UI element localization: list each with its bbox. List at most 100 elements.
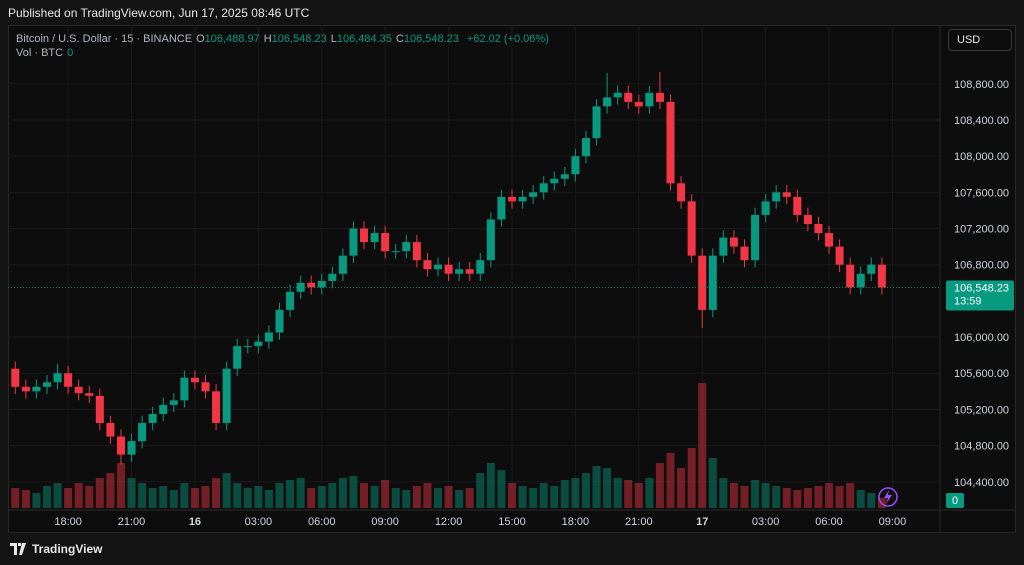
candle-body: [560, 174, 569, 179]
candle-body: [159, 404, 168, 414]
volume-bar: [148, 488, 157, 508]
volume-bar: [645, 478, 654, 508]
candle-body: [402, 242, 411, 252]
candle-body: [64, 373, 73, 387]
volume-bar: [719, 478, 728, 508]
candle-body: [761, 201, 770, 215]
candle-body: [212, 391, 221, 423]
y-tick-label: 106,800.00: [954, 260, 1009, 272]
volume-bar: [539, 483, 548, 508]
volume-bar: [328, 483, 337, 508]
alert-icon[interactable]: [878, 487, 898, 507]
x-tick-label: 03:00: [245, 516, 273, 528]
candle-body: [666, 101, 675, 184]
candle-body: [264, 332, 273, 342]
volume-bar: [42, 486, 52, 508]
candle-body: [497, 196, 506, 220]
candle-body: [349, 228, 358, 256]
footer: TradingView: [10, 542, 102, 556]
volume-bar: [867, 493, 876, 508]
volume-bar: [560, 480, 569, 508]
volume-bar: [201, 486, 210, 508]
volume-bar: [169, 490, 178, 508]
volume-bar: [687, 448, 696, 508]
candle-body: [360, 228, 369, 243]
volume-value: 0: [67, 47, 74, 59]
candle-body: [127, 441, 136, 455]
volume-bar: [465, 488, 474, 508]
volume-bar: [53, 483, 62, 508]
candle-body: [180, 377, 189, 401]
volume-bar: [708, 458, 717, 508]
candle-body: [328, 273, 337, 281]
candle-body: [42, 382, 52, 387]
x-tick-label: 21:00: [118, 516, 146, 528]
volume-bar: [254, 486, 263, 508]
candle-body: [116, 436, 125, 455]
candle-body: [95, 395, 104, 423]
candle-body: [317, 280, 326, 288]
candle-body: [751, 214, 760, 261]
candle-body: [11, 368, 20, 387]
candle-body: [444, 264, 453, 274]
volume-bar: [349, 476, 358, 508]
volume-bar: [666, 453, 675, 508]
candle-body: [581, 138, 590, 157]
ohlc-value: 106,488.97: [204, 33, 260, 45]
volume-bar: [402, 490, 411, 508]
candle-body: [613, 92, 622, 98]
volume-bar: [106, 473, 115, 508]
volume-bar: [412, 486, 421, 508]
y-tick-label: 106,000.00: [954, 332, 1009, 344]
candle-body: [275, 309, 284, 333]
x-tick-label: 21:00: [625, 516, 653, 528]
candle-body: [21, 386, 30, 392]
volume-bar: [814, 486, 823, 508]
volume-bar: [116, 463, 125, 508]
volume-bar: [423, 483, 432, 508]
candle-body: [877, 264, 886, 288]
x-tick-label: 12:00: [435, 516, 463, 528]
candle-body: [719, 237, 728, 256]
candle-body: [592, 106, 601, 139]
volume-bar: [581, 473, 590, 508]
volume-bar: [275, 483, 284, 508]
y-tick-label: 107,200.00: [954, 224, 1009, 236]
candle-body: [222, 368, 231, 423]
volume-bar: [11, 488, 20, 508]
candle-body: [169, 400, 178, 405]
volume-bar: [360, 483, 369, 508]
candle-body: [645, 92, 654, 107]
candle-body: [138, 422, 147, 442]
candle-body: [296, 282, 305, 292]
volume-bar: [286, 480, 295, 508]
candle-body: [856, 273, 865, 288]
published-note: Published on TradingView.com, Jun 17, 20…: [8, 6, 310, 20]
candle-body: [687, 201, 696, 256]
volume-bar: [835, 486, 844, 508]
volume-bar: [95, 478, 104, 508]
volume-bar: [307, 488, 316, 508]
y-tick-label: 107,600.00: [954, 187, 1009, 199]
change: +62.02 (+0.06%): [466, 33, 549, 45]
volume-bar: [338, 478, 347, 508]
volume-bar: [64, 488, 73, 508]
candle-body: [507, 196, 517, 202]
volume-bar: [233, 483, 242, 508]
volume-bar: [793, 490, 802, 508]
candle-body: [106, 422, 115, 437]
volume-axis-box: [946, 493, 964, 508]
candle-body: [803, 214, 812, 224]
volume-legend: Vol · BTC 0: [16, 47, 73, 59]
candle-body: [412, 242, 421, 261]
volume-bar: [624, 480, 633, 508]
volume-label: Vol · BTC: [16, 47, 64, 59]
candle-body: [201, 382, 210, 392]
candle-body: [423, 260, 432, 270]
volume-bar: [803, 488, 812, 508]
currency-button[interactable]: USD: [948, 29, 1012, 51]
volume-bar: [846, 483, 855, 508]
x-tick-label: 17: [696, 516, 708, 528]
ohlc-label: O: [196, 33, 205, 45]
